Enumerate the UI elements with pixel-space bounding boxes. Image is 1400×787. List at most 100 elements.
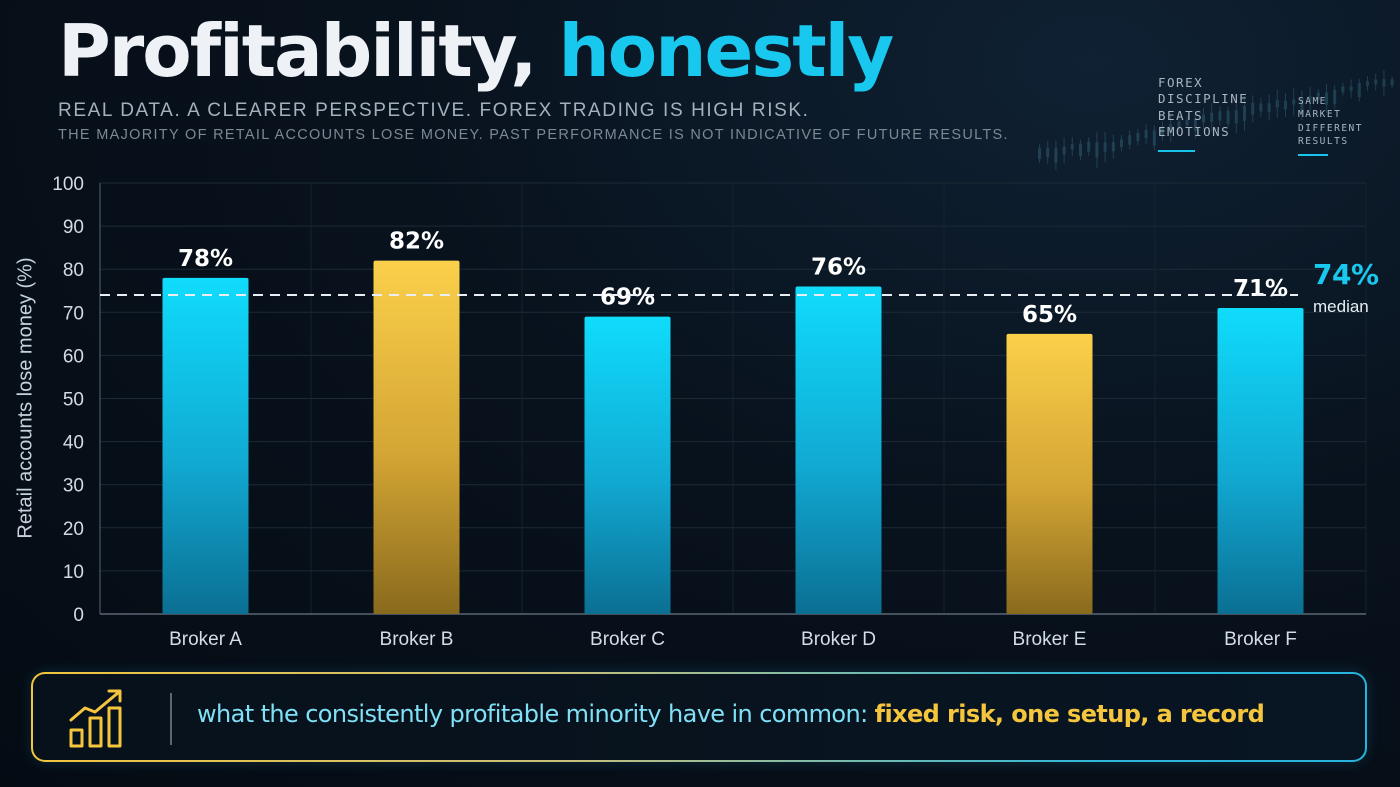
bar-value-label: 69%	[600, 285, 655, 311]
insight-callout: what the consistently profitable minorit…	[31, 672, 1367, 762]
decorative-candlestick	[1144, 124, 1148, 144]
bar	[584, 316, 671, 614]
y-tick-label: 80	[63, 260, 84, 281]
decorative-candlestick	[1374, 73, 1378, 91]
decorative-candlestick	[1226, 106, 1230, 128]
decorative-candlestick	[1070, 137, 1074, 157]
decorative-candlestick	[1325, 83, 1328, 114]
callout-text-highlight: fixed risk, one setup, a record	[874, 700, 1265, 728]
y-tick-label: 30	[63, 476, 84, 497]
subtitle: REAL DATA. A CLEARER PERSPECTIVE. FOREX …	[58, 100, 810, 121]
decorative-candlestick	[1292, 88, 1296, 116]
y-tick-label: 10	[63, 562, 84, 583]
decorative-candlestick	[1062, 137, 1066, 164]
bar-value-label: 82%	[389, 229, 444, 255]
x-tick-label: Broker B	[380, 629, 454, 650]
decorative-candlestick	[1333, 84, 1337, 110]
y-tick-label: 40	[63, 433, 84, 454]
callout-divider	[170, 693, 172, 745]
decorative-candlestick	[1095, 131, 1099, 169]
y-tick-label: 100	[52, 174, 84, 195]
y-tick-label: 70	[63, 303, 84, 324]
y-axis-label: Retail accounts lose money (%)	[14, 257, 37, 539]
callout-text: what the consistently profitable minorit…	[197, 700, 1265, 728]
median-caption: median	[1313, 297, 1369, 316]
decorative-candlestick	[1193, 110, 1197, 140]
bar-value-label: 78%	[178, 246, 233, 272]
decorative-candlestick	[1169, 115, 1173, 143]
decorative-candlestick	[1079, 139, 1082, 161]
decorative-candlestick	[1341, 82, 1345, 96]
decorative-candlestick	[1185, 116, 1189, 129]
side-note-line: BEATS	[1158, 107, 1204, 123]
decorative-candlestick	[1382, 69, 1386, 97]
decorative-candlestick	[1111, 134, 1115, 159]
x-tick-label: Broker D	[801, 629, 876, 650]
decorative-candlestick	[1275, 89, 1279, 119]
y-tick-label: 90	[63, 217, 84, 238]
decorative-candlestick	[1103, 131, 1107, 163]
x-tick-label: Broker F	[1224, 629, 1297, 650]
bar	[795, 286, 882, 614]
bar	[162, 277, 249, 614]
side-note-line: EMOTIONS	[1158, 123, 1231, 139]
bar-value-label: 76%	[811, 254, 866, 280]
side-note-line: RESULTS	[1298, 135, 1349, 147]
decorative-candlestick	[1087, 137, 1091, 156]
x-tick-label: Broker E	[1013, 629, 1087, 650]
side-note-line: DIFFERENT	[1298, 122, 1363, 134]
decorative-candlestick	[1349, 79, 1353, 99]
decorative-candlestick	[1210, 103, 1214, 132]
decorative-candlestick	[1038, 144, 1041, 163]
growth-chart-icon	[69, 689, 122, 748]
median-value-label: 74%	[1313, 258, 1379, 291]
title-accent: honestly	[558, 9, 895, 93]
disclaimer: THE MAJORITY OF RETAIL ACCOUNTS LOSE MON…	[58, 127, 1009, 143]
decorative-candlestick	[1357, 78, 1361, 102]
decorative-candlestick	[1202, 108, 1205, 129]
decorative-candlestick	[1128, 130, 1132, 150]
candlestick-background-decoration	[1038, 69, 1394, 171]
bar	[1006, 333, 1093, 614]
callout-text-plain: what the consistently profitable minorit…	[197, 700, 875, 728]
side-note-underline	[1158, 150, 1195, 152]
y-tick-label: 20	[63, 519, 84, 540]
decorative-candlestick	[1234, 100, 1238, 134]
decorative-candlestick	[1054, 140, 1058, 171]
side-note-discipline: FOREX DISCIPLINE BEATS EMOTIONS	[1158, 75, 1248, 152]
decorative-candlestick	[1308, 86, 1312, 112]
side-note-line: SAME	[1298, 96, 1327, 107]
decorative-candlestick	[1218, 106, 1222, 126]
bar	[373, 260, 460, 614]
x-tick-label: Broker A	[169, 629, 242, 650]
title-main: Profitability,	[58, 9, 537, 93]
x-tick-label: Broker C	[590, 629, 665, 650]
decorative-candlestick	[1243, 96, 1246, 131]
decorative-candlestick	[1161, 121, 1164, 142]
y-tick-label: 0	[73, 605, 84, 626]
y-tick-label: 60	[63, 346, 84, 367]
decorative-candlestick	[1251, 95, 1255, 122]
decorative-candlestick	[1316, 89, 1320, 103]
bar	[1217, 307, 1304, 614]
side-note-results: SAME MARKET DIFFERENT RESULTS	[1298, 95, 1363, 157]
y-tick-label: 50	[63, 390, 84, 411]
side-note-line: FOREX	[1158, 75, 1204, 90]
bar-chart: 0 10 20 30 40 50 60 70 80 90 100 78% Broker A 82% Brok…	[52, 174, 1367, 650]
page-title: Profitability, honestly	[58, 8, 895, 94]
bar-value-label: 71%	[1233, 276, 1288, 302]
decorative-candlestick	[1120, 135, 1123, 152]
side-note-line: DISCIPLINE	[1158, 91, 1249, 107]
decorative-candlestick	[1152, 125, 1156, 151]
decorative-candlestick	[1390, 76, 1394, 89]
side-note-underline	[1298, 154, 1328, 157]
bar-value-label: 65%	[1022, 302, 1077, 328]
side-note-line: MARKET	[1298, 109, 1342, 121]
decorative-candlestick	[1177, 116, 1181, 133]
decorative-candlestick	[1267, 94, 1271, 121]
decorative-candlestick	[1284, 93, 1287, 117]
decorative-candlestick	[1259, 97, 1263, 118]
decorative-candlestick	[1136, 128, 1140, 146]
decorative-candlestick	[1300, 90, 1304, 121]
decorative-candlestick	[1366, 76, 1369, 92]
